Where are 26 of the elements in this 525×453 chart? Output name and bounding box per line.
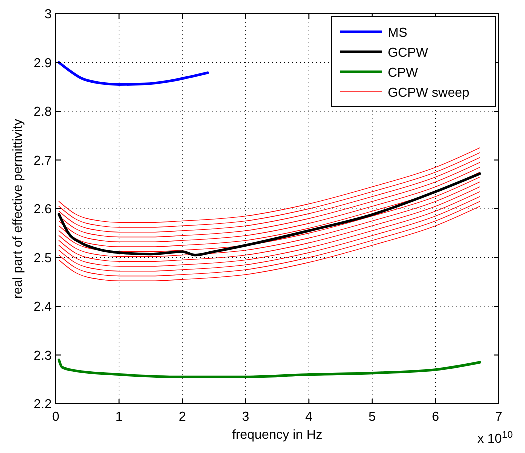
x-tick-label: 4 — [306, 409, 313, 424]
y-tick-label: 3 — [44, 6, 52, 22]
legend-label: GCPW — [388, 45, 430, 60]
y-tick-label: 2.9 — [34, 55, 52, 70]
y-tick-label: 2.3 — [34, 348, 52, 363]
x-tick-label: 3 — [242, 409, 250, 424]
x-tick-label: 7 — [495, 409, 503, 424]
legend-label: GCPW sweep — [388, 85, 470, 100]
legend-label: CPW — [388, 65, 420, 80]
x-tick-label: 1 — [116, 409, 123, 424]
x-tick-label: 0 — [52, 409, 60, 424]
line-series — [58, 358, 482, 378]
x-tick-label: 2 — [178, 409, 186, 424]
y-tick-label: 2.7 — [34, 152, 52, 168]
x-tick-label: 6 — [432, 409, 440, 424]
legend-label: MS — [388, 25, 408, 40]
line-series — [58, 61, 210, 86]
y-axis-title: real part of effective permittivity — [10, 118, 25, 299]
y-tick-label: 2.4 — [34, 299, 52, 314]
text: x 10$^{10}$ — [478, 430, 514, 446]
y-tick-label: 2.6 — [34, 202, 52, 216]
x-axis-title: frequency in Hz — [232, 427, 323, 442]
x-tick-label: 5 — [368, 409, 376, 424]
y-tick-label: 2.2 — [34, 396, 52, 412]
y-tick-label: 2.8 — [34, 104, 52, 119]
y-tick-label: 2.5 — [34, 250, 52, 266]
